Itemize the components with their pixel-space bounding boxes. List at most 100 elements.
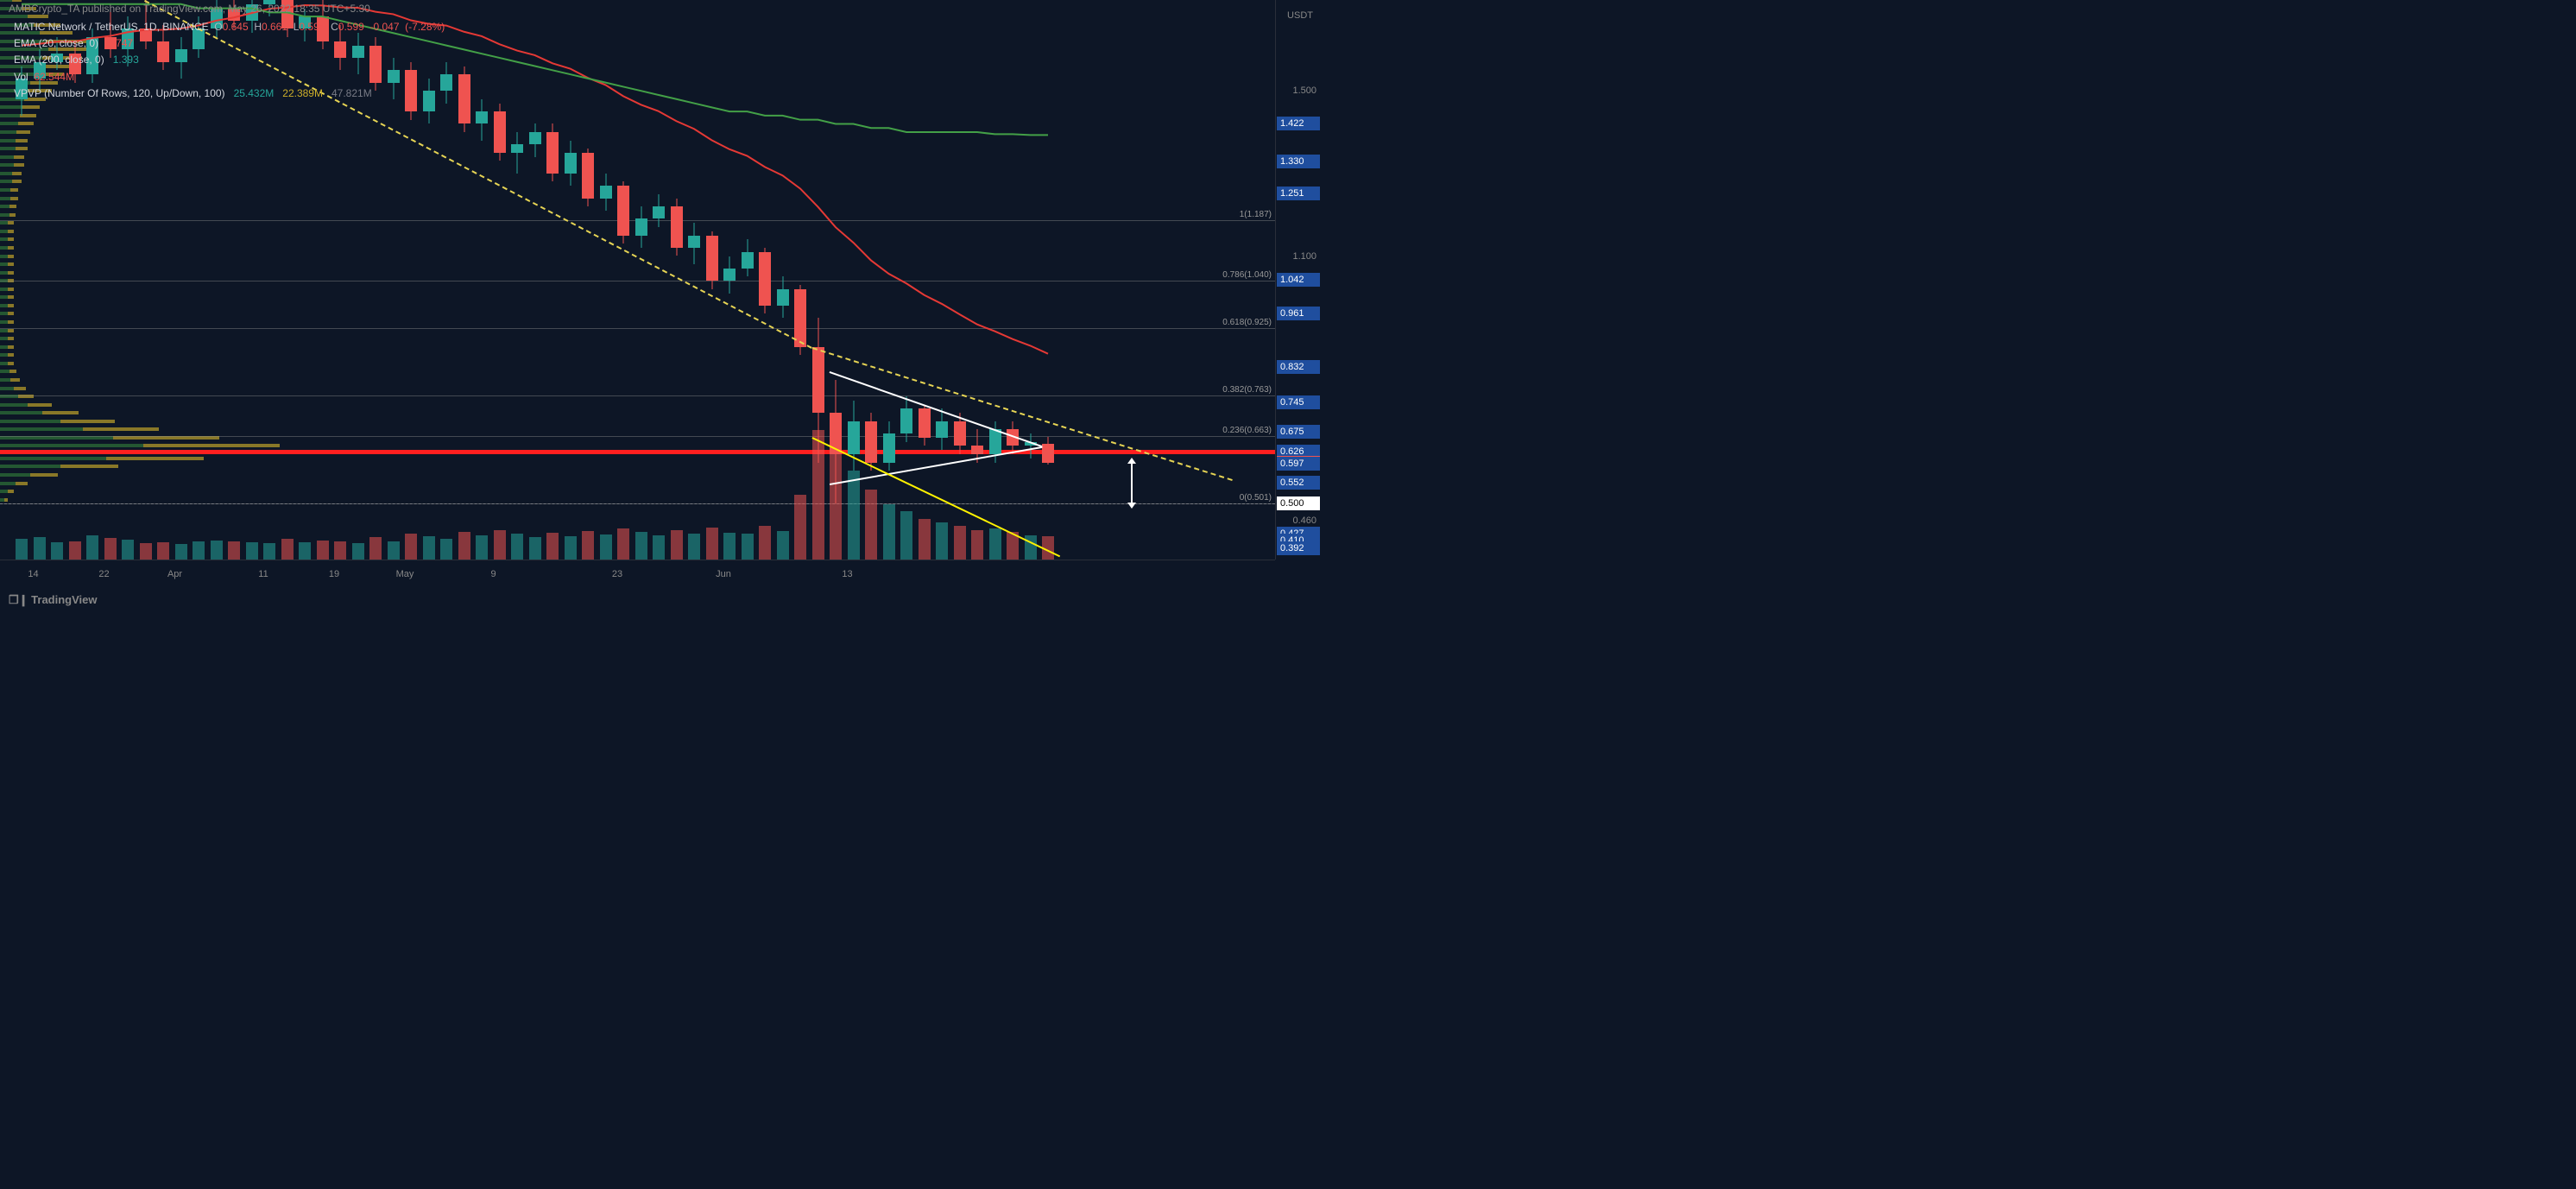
time-axis[interactable]: 1422Apr1119May923Jun13 xyxy=(0,560,1275,588)
vpvp-row xyxy=(0,444,280,447)
vpvp-row xyxy=(0,180,22,183)
fib-label: 1(1.187) xyxy=(1240,210,1272,219)
legend-ema200-row: EMA (200, close, 0) 1.393 xyxy=(14,52,445,68)
volume-bar xyxy=(848,471,860,560)
candle xyxy=(617,181,629,243)
price-label: 0.961 xyxy=(1277,307,1320,320)
vpvp-row xyxy=(0,465,118,468)
volume-bar xyxy=(193,541,205,560)
price-label: 0.552 xyxy=(1277,476,1320,490)
ohlc-chg-pct: (-7.28%) xyxy=(405,21,445,33)
candle xyxy=(883,421,895,471)
ema20-label: EMA (20, close, 0) xyxy=(14,37,98,49)
ohlc-chg: -0.047 xyxy=(369,21,399,33)
vpvp-label: VPVP (Number Of Rows, 120, Up/Down, 100) xyxy=(14,87,225,99)
volume-bar xyxy=(228,541,240,560)
legend-symbol-row: MATIC Network / TetherUS, 1D, BINANCE O0… xyxy=(14,19,445,35)
volume-bar xyxy=(281,539,294,560)
fib-line: 0.382(0.763) xyxy=(0,395,1275,396)
fib-label: 0.786(1.040) xyxy=(1222,270,1272,280)
vpvp-row xyxy=(0,130,30,134)
vpvp-row xyxy=(0,362,14,365)
vpvp-row xyxy=(0,163,24,167)
volume-bar xyxy=(900,511,912,560)
volume-bar xyxy=(954,526,966,560)
candle xyxy=(511,132,523,174)
vpvp-row xyxy=(0,295,14,299)
time-tick: Jun xyxy=(716,569,731,579)
candle xyxy=(919,405,931,446)
price-tick: 1.500 xyxy=(1292,85,1316,96)
candle xyxy=(936,408,948,450)
ohlc-h-label: H xyxy=(254,21,262,33)
fib-label: 0.382(0.763) xyxy=(1222,385,1272,395)
vpvp-v1: 25.432M xyxy=(234,87,275,99)
time-tick: 22 xyxy=(98,569,109,579)
footer-text: TradingView xyxy=(31,593,97,606)
vpvp-row xyxy=(0,378,20,382)
price-axis[interactable]: USDT 1.5001.1000.4601.4221.3301.2511.042… xyxy=(1275,0,1320,560)
volume-bar xyxy=(989,528,1001,560)
volume-bar xyxy=(157,542,169,560)
candle xyxy=(723,256,736,294)
fib-zero-dashed xyxy=(0,503,1275,504)
vpvp-row xyxy=(0,237,14,241)
vpvp-row xyxy=(0,0,22,2)
volume-bar xyxy=(794,495,806,560)
volume-bar xyxy=(723,533,736,560)
volume-bar xyxy=(334,541,346,560)
vpvp-row xyxy=(0,155,24,159)
vpvp-row xyxy=(0,139,28,142)
volume-bar xyxy=(140,543,152,560)
fib-line: 0.618(0.925) xyxy=(0,328,1275,329)
vpvp-row xyxy=(0,420,115,423)
volume-bar xyxy=(600,534,612,560)
candle xyxy=(653,194,665,227)
logo-icon: ❒❙ xyxy=(9,593,28,606)
volume-bar xyxy=(104,538,117,560)
vpvp-v2: 22.389M xyxy=(282,87,323,99)
volume-bar xyxy=(546,533,559,560)
vpvp-row xyxy=(0,288,14,291)
candle xyxy=(865,413,877,471)
ema20-val: 0.747 xyxy=(107,37,133,49)
axis-currency: USDT xyxy=(1287,10,1313,21)
vpvp-row xyxy=(0,337,14,340)
vpvp-row xyxy=(0,482,28,485)
volume-bar xyxy=(440,539,452,560)
volume-bar xyxy=(511,534,523,560)
price-label: 1.251 xyxy=(1277,187,1320,200)
volume-bar xyxy=(34,537,46,560)
time-tick: 23 xyxy=(612,569,622,579)
ohlc-c: 0.599 xyxy=(338,21,364,33)
symbol-name: MATIC Network / TetherUS, 1D, BINANCE xyxy=(14,21,209,33)
time-tick: 19 xyxy=(329,569,339,579)
candle xyxy=(565,141,577,187)
tradingview-logo: ❒❙ TradingView xyxy=(9,593,98,607)
candle xyxy=(494,104,506,161)
vpvp-row xyxy=(0,246,14,250)
time-tick: Apr xyxy=(167,569,182,579)
vpvp-row xyxy=(0,427,159,431)
price-tick: 1.100 xyxy=(1292,251,1316,262)
poc-line xyxy=(0,450,1275,454)
vpvp-row xyxy=(0,197,18,200)
volume-bar xyxy=(812,430,824,560)
volume-bar xyxy=(211,541,223,560)
volume-bar xyxy=(494,530,506,560)
vpvp-row xyxy=(0,147,28,150)
time-tick: 11 xyxy=(258,569,268,579)
vol-val: 62.544M xyxy=(34,71,74,83)
candle xyxy=(635,206,647,248)
vpvp-row xyxy=(0,255,14,258)
fib-label: 0.236(0.663) xyxy=(1222,426,1272,435)
vpvp-row xyxy=(0,262,14,266)
vpvp-row xyxy=(0,320,14,324)
volume-bar xyxy=(16,539,28,560)
vpvp-row xyxy=(0,221,14,225)
legend-vpvp-row: VPVP (Number Of Rows, 120, Up/Down, 100)… xyxy=(14,85,445,102)
volume-bar xyxy=(476,535,488,560)
volume-bar xyxy=(936,522,948,560)
price-label: 0.500 xyxy=(1277,496,1320,510)
fib-label: 0.618(0.925) xyxy=(1222,318,1272,327)
